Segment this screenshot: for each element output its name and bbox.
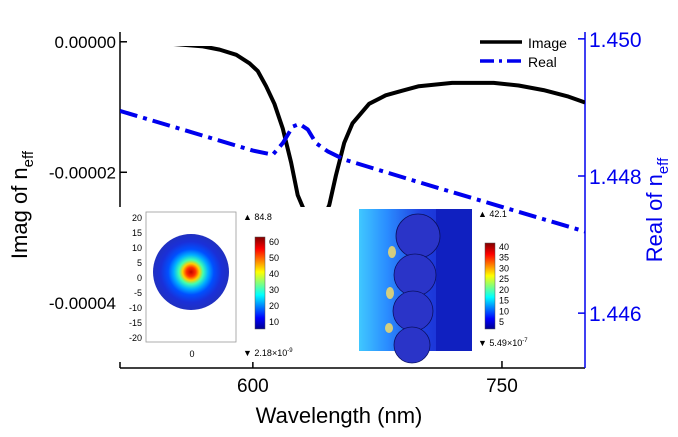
inset-left-y-tick-label: 5 — [137, 258, 142, 268]
mode-field-disk — [153, 234, 229, 310]
inset-right-max-label: ▲ 42.1 — [478, 209, 507, 219]
y-axis-label-left: Imag of neff — [7, 150, 37, 259]
inset-right-min-label: ▼ 5.49×10-7 — [478, 338, 528, 348]
inset-left-y-tick-label: 15 — [132, 228, 142, 238]
colorbar-tick-label: 40 — [269, 269, 279, 279]
series-line-image — [173, 46, 585, 227]
colorbar-tick-label: 30 — [269, 285, 279, 295]
colorbar-tick-label: 30 — [499, 263, 509, 273]
inset-left-y-ticks: 20 15 10 5 0 -5 -10 -15 -20 — [129, 213, 142, 343]
colorbar-tick-label: 35 — [499, 253, 509, 263]
y-left-tick-label: -0.00004 — [49, 294, 116, 313]
series-line-real — [120, 108, 585, 234]
inset-left-max-label: ▲ 84.8 — [243, 212, 272, 222]
y-left-tick-label: -0.00002 — [49, 163, 116, 182]
inset-left-colorbar-labels: 60 50 40 30 20 10 — [269, 237, 279, 327]
inset-left-frame — [145, 211, 237, 343]
legend: Image Real — [480, 35, 567, 70]
inset-left-y-tick-label: -20 — [129, 333, 142, 343]
colorbar-tick-label: 40 — [499, 242, 509, 252]
colorbar-tick-label: 5 — [499, 317, 504, 327]
inset-right-colorbar — [484, 242, 496, 330]
inset-left-y-tick-label: 20 — [132, 213, 142, 223]
inset-left-colorbar — [254, 236, 266, 330]
colorbar-tick-label: 50 — [269, 253, 279, 263]
y-right-tick-label: 1.446 — [589, 303, 642, 326]
x-tick-label: 750 — [486, 376, 518, 397]
colorbar-tick-label: 20 — [499, 285, 509, 295]
y-left-tick-label: 0.00000 — [55, 33, 116, 52]
y-axis-label-right: Real of neff — [642, 157, 672, 262]
legend-real-label: Real — [528, 54, 557, 70]
colorbar-tick-label: 10 — [269, 317, 279, 327]
inset-left-min-label: ▼ 2.18×10-9 — [243, 348, 293, 358]
y-right-tick-label: 1.450 — [589, 29, 642, 52]
inset-left-y-tick-label: 10 — [132, 243, 142, 253]
colorbar-tick-label: 20 — [269, 301, 279, 311]
legend-image-label: Image — [528, 35, 567, 51]
colorbar-tick-label: 60 — [269, 237, 279, 247]
field-cylinders — [392, 213, 441, 364]
x-tick-label: 600 — [237, 376, 269, 397]
x-axis-label: Wavelength (nm) — [256, 403, 423, 428]
colorbar-tick-label: 10 — [499, 306, 509, 316]
y-right-tick-label: 1.448 — [589, 166, 642, 189]
inset-left-x-tick-0: 0 — [189, 349, 194, 359]
colorbar-tick-label: 25 — [499, 274, 509, 284]
colorbar-tick-label: 15 — [499, 296, 509, 306]
inset-left-y-tick-label: 0 — [137, 273, 142, 283]
inset-left-y-tick-label: -5 — [134, 288, 142, 298]
inset-left-y-tick-label: -10 — [129, 303, 142, 313]
inset-left-y-tick-label: -15 — [129, 318, 142, 328]
